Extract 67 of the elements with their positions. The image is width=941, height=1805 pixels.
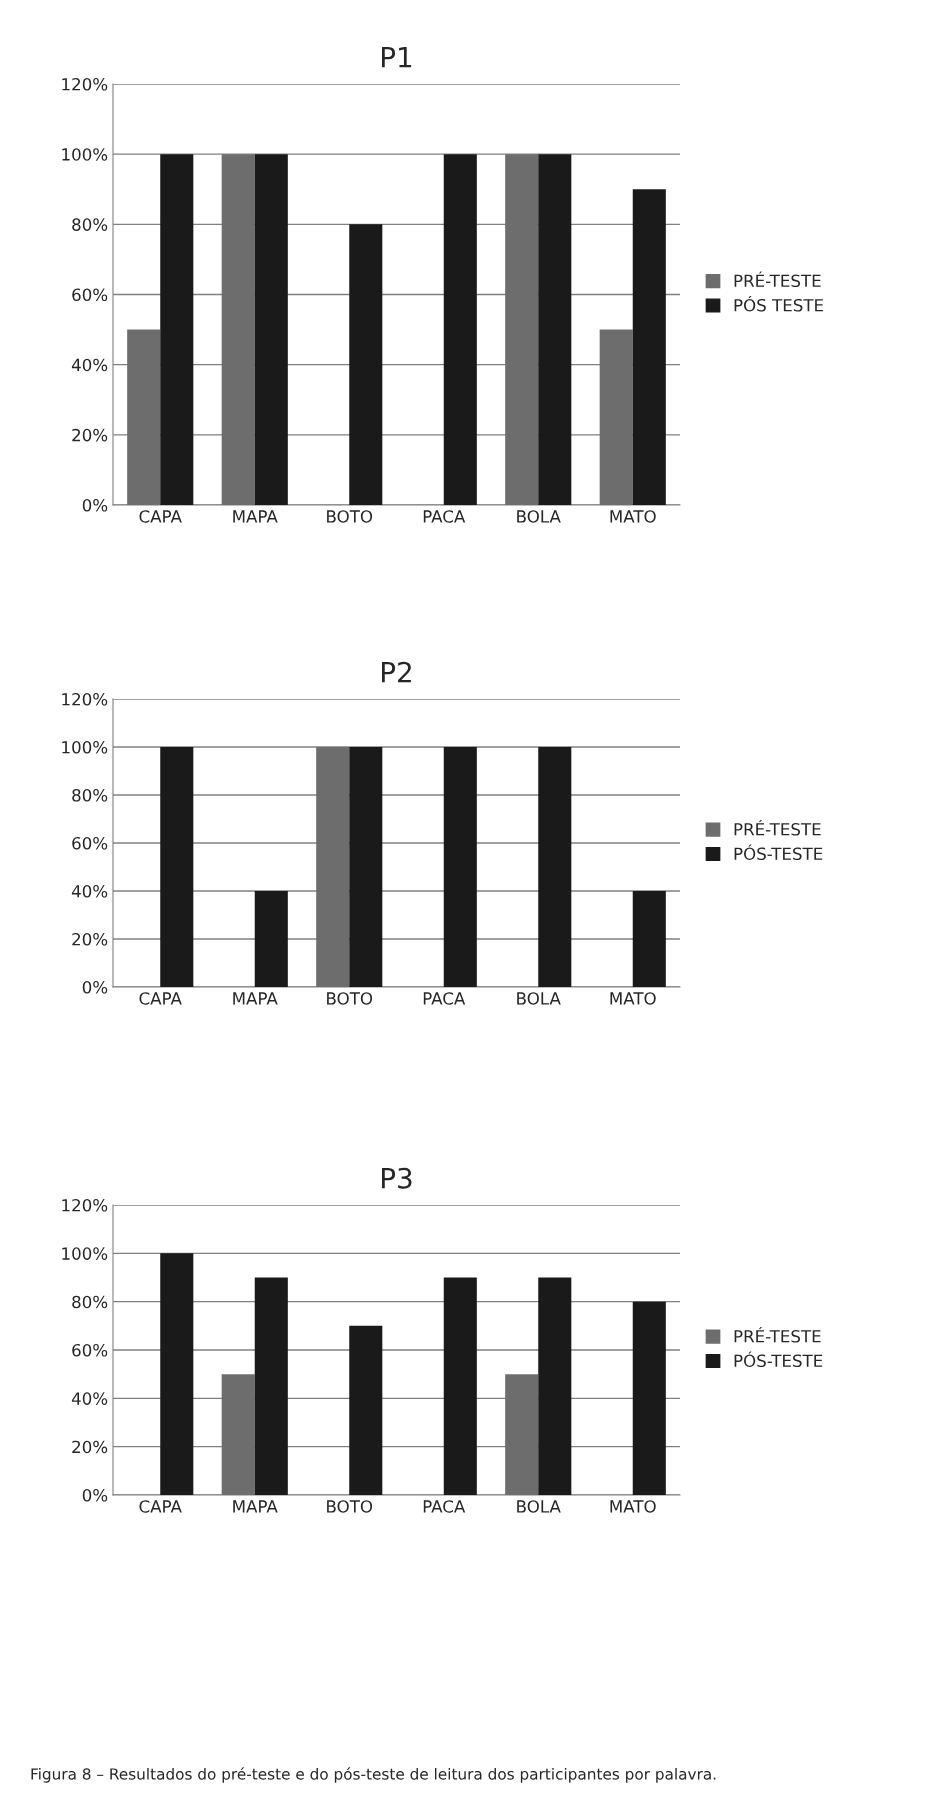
chart-title: P1 (382, 47, 412, 68)
x-tick-label: PACA (423, 510, 466, 523)
bar (538, 154, 572, 505)
x-tick-label: MAPA (233, 510, 278, 523)
y-tick-label: 20% (72, 428, 108, 442)
bar (254, 154, 288, 505)
x-tick-label: BOLA (517, 1500, 561, 1513)
x-tick-label: BOLA (517, 992, 561, 1005)
bar (632, 189, 666, 505)
x-tick-label: PACA (423, 1500, 466, 1513)
legend-label: PRÉ-TESTE (734, 271, 821, 288)
bar (160, 1253, 194, 1495)
chart-title: P2 (382, 661, 411, 683)
legend-label: PÓS-TESTE (734, 844, 823, 861)
x-tick-label: MAPA (233, 992, 278, 1005)
chart-title: P3 (382, 1167, 412, 1189)
x-tick-label: BOTO (327, 992, 373, 1005)
y-tick-label: 60% (72, 836, 108, 850)
y-tick-label: 100% (62, 148, 108, 161)
y-tick-label: 0% (82, 498, 108, 512)
y-tick-label: 20% (72, 932, 108, 946)
bar (538, 1277, 572, 1495)
x-tick-label: MATO (610, 510, 656, 523)
x-tick-label: MATO (610, 992, 656, 1005)
x-tick-label: MATO (610, 1500, 656, 1513)
bar (632, 1301, 666, 1495)
y-tick-label: 60% (72, 288, 108, 302)
y-tick-label: 80% (72, 788, 108, 802)
bar (127, 329, 161, 505)
y-tick-label: 0% (82, 1488, 108, 1502)
y-tick-label: 100% (62, 740, 108, 754)
y-tick-label: 40% (71, 1392, 108, 1405)
legend-label: PRÉ-TESTE (734, 819, 821, 836)
text: Figura 8 – Resultados do pré-teste e do pós-teste de leitura dos participantes por palavra. (31, 1767, 716, 1783)
bar (505, 154, 539, 505)
x-tick-label: PACA (423, 992, 466, 1005)
y-tick-label: 120% (62, 1198, 108, 1212)
x-tick-label: BOLA (517, 510, 561, 523)
x-tick-label: CAPA (139, 1500, 182, 1513)
bar (599, 329, 633, 505)
x-tick-label: BOTO (327, 1500, 373, 1513)
x-tick-label: CAPA (139, 510, 182, 523)
bar (160, 154, 194, 505)
y-tick-label: 120% (62, 692, 108, 706)
y-tick-label: 120% (62, 77, 108, 91)
bar (221, 1374, 255, 1495)
bar (443, 154, 477, 505)
y-tick-label: 20% (72, 1440, 108, 1454)
x-tick-label: MAPA (233, 1500, 278, 1513)
legend-label: PRÉ-TESTE (734, 1326, 821, 1343)
bar (221, 154, 255, 505)
y-tick-label: 80% (72, 1295, 108, 1309)
x-tick-label: BOTO (327, 510, 373, 523)
legend-label: PÓS-TESTE (734, 1351, 823, 1368)
bar (254, 1277, 288, 1495)
bar (443, 1277, 477, 1495)
bar (349, 1325, 383, 1495)
y-tick-label: 0% (82, 980, 108, 994)
y-tick-label: 40% (71, 884, 108, 898)
legend-label: PÓS TESTE (734, 295, 823, 312)
y-tick-label: 80% (72, 218, 108, 231)
y-tick-label: 40% (71, 358, 108, 372)
x-tick-label: CAPA (139, 992, 182, 1005)
y-tick-label: 100% (62, 1247, 108, 1260)
y-tick-label: 60% (72, 1343, 108, 1357)
bar (505, 1374, 539, 1495)
bar (349, 224, 383, 505)
